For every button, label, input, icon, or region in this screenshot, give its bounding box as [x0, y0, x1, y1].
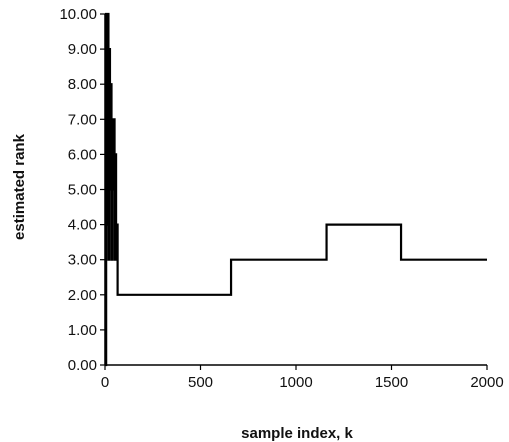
- x-axis-title: sample index, k: [241, 425, 353, 442]
- y-tick-label: 0.00: [68, 357, 97, 374]
- y-tick-label: 8.00: [68, 76, 97, 93]
- x-tick-label: 2000: [470, 374, 503, 391]
- y-tick-label: 5.00: [68, 182, 97, 199]
- y-tick-label: 1.00: [68, 322, 97, 339]
- y-tick-label: 6.00: [68, 146, 97, 163]
- y-tick-label: 9.00: [68, 41, 97, 58]
- x-axis-ticks: 0 500 1000 1500 2000: [101, 365, 504, 391]
- y-tick-label: 10.00: [59, 6, 97, 23]
- y-axis-ticks: 0.00 1.00 2.00 3.00 4.00 5.00 6.00 7.00 8.00 9.00…: [59, 6, 105, 374]
- x-tick-label: 500: [188, 374, 213, 391]
- series-line: [104, 12, 487, 367]
- y-tick-label: 7.00: [68, 111, 97, 128]
- x-tick-label: 0: [101, 374, 109, 391]
- y-tick-label: 4.00: [68, 217, 97, 234]
- y-tick-label: 2.00: [68, 287, 97, 304]
- x-tick-label: 1000: [279, 374, 312, 391]
- y-axis-title: estimated rank: [11, 133, 28, 240]
- y-tick-label: 3.00: [68, 252, 97, 269]
- x-tick-label: 1500: [375, 374, 408, 391]
